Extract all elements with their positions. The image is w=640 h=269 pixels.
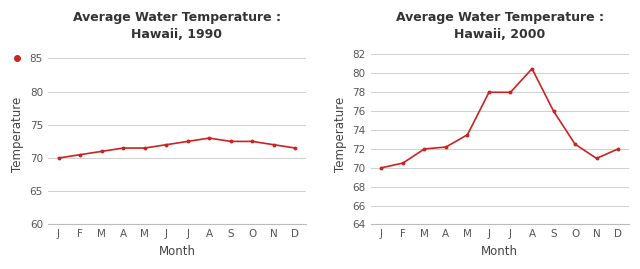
Title: Average Water Temperature :
Hawaii, 1990: Average Water Temperature : Hawaii, 1990 (73, 11, 281, 41)
X-axis label: Month: Month (481, 245, 518, 258)
Y-axis label: Temperature: Temperature (334, 97, 347, 172)
Title: Average Water Temperature :
Hawaii, 2000: Average Water Temperature : Hawaii, 2000 (396, 11, 604, 41)
X-axis label: Month: Month (159, 245, 195, 258)
Y-axis label: Temperature: Temperature (11, 97, 24, 172)
